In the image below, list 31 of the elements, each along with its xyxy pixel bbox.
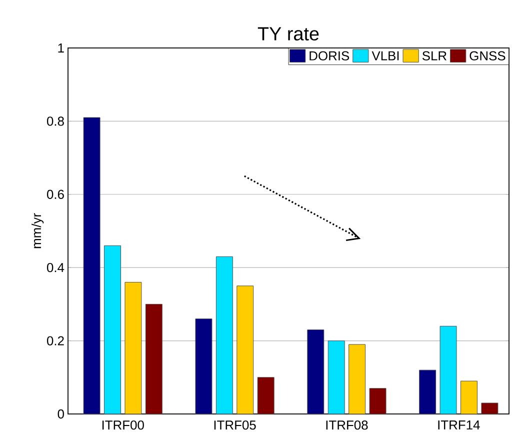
y-tick-label: 0.6	[46, 190, 64, 199]
y-tick-label: 0.4	[46, 262, 64, 272]
y-tick-label: 0.8	[46, 116, 64, 126]
y-axis-title: mm/yr	[32, 213, 44, 248]
bar	[348, 344, 366, 414]
bar	[307, 330, 324, 414]
bar	[216, 256, 233, 414]
bar	[460, 380, 478, 414]
bar	[124, 282, 142, 414]
legend-label: GNSS	[470, 51, 506, 60]
y-tick-label: 0	[58, 409, 64, 419]
bar	[369, 388, 386, 414]
legend-label: DORIS	[310, 51, 350, 60]
bar	[195, 318, 212, 414]
bar	[145, 304, 162, 414]
x-tick-label: ITRF14	[438, 420, 480, 430]
x-tick-label: ITRF08	[326, 420, 368, 430]
legend-label: VLBI	[372, 51, 399, 60]
bar	[440, 326, 457, 414]
bar	[328, 340, 345, 414]
bar	[236, 286, 254, 414]
y-tick-label: 1	[58, 44, 64, 52]
chart-title: TY rate	[258, 27, 319, 40]
y-tick-label: 0.2	[46, 336, 64, 346]
bar	[83, 117, 100, 414]
legend-label: SLR	[422, 51, 446, 60]
bar	[257, 377, 274, 414]
x-tick-label: ITRF05	[214, 420, 256, 430]
x-tick-label: ITRF00	[102, 420, 144, 430]
bar	[104, 245, 121, 414]
bar	[419, 370, 436, 414]
